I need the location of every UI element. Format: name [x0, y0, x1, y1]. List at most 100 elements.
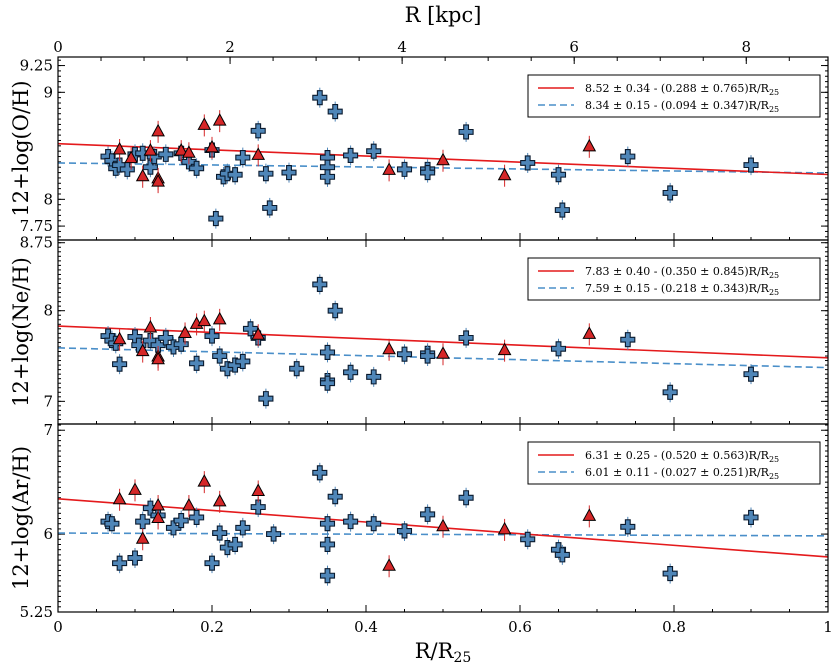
hii-region-point — [458, 330, 474, 346]
hii-region-point — [458, 490, 474, 506]
top-axis-tick-label: 4 — [397, 38, 407, 56]
hii-region-point — [258, 166, 274, 182]
hii-region-point — [554, 202, 570, 218]
hii-region-point — [662, 185, 678, 201]
hii-region-point — [396, 346, 413, 362]
planetary-nebula-point — [174, 143, 189, 156]
hii-region-point — [366, 143, 382, 159]
hii-region-point — [319, 344, 336, 360]
hii-region-point — [189, 509, 205, 526]
hii-region-point — [150, 337, 166, 353]
y-axis-title: 12+log(O/H) — [9, 80, 33, 216]
hii-region-point — [743, 509, 759, 526]
legend-label: 8.52 ± 0.34 - (0.288 ± 0.765)R/R25 — [585, 82, 779, 97]
hii-region-point — [520, 155, 536, 171]
hii-region-point — [208, 211, 224, 227]
hii-region-point — [743, 366, 759, 382]
hii-region-point — [135, 514, 151, 530]
hii-region-point — [219, 166, 235, 182]
legend-label: 7.59 ± 0.15 - (0.218 ± 0.343)R/R25 — [585, 282, 779, 297]
planetary-nebula-point — [135, 168, 150, 182]
y-tick-label: 9.25 — [20, 57, 53, 75]
planetary-nebula-point — [197, 474, 212, 487]
hii-region-point — [550, 167, 567, 183]
planetary-nebula-point — [212, 493, 227, 507]
legend: 8.52 ± 0.34 - (0.288 ± 0.765)R/R25 8.34 ±… — [527, 74, 821, 118]
plot-area — [58, 274, 828, 409]
hii-region-point — [289, 361, 305, 377]
hii-region-point — [662, 566, 678, 582]
y-axis-title: 12+log(Ne/H) — [9, 257, 33, 407]
hii-region-point — [520, 531, 536, 547]
planetary-nebula-point — [251, 327, 266, 340]
top-axis-tick-label: 2 — [225, 38, 235, 56]
hii-region-point — [250, 499, 266, 515]
y-axis-title: 12+log(Ar/H) — [9, 446, 33, 590]
hii-region-point — [366, 369, 382, 385]
planetary-nebula-point — [436, 518, 450, 532]
hii-region-point — [743, 157, 759, 173]
planetary-nebula-point — [382, 162, 396, 175]
planetary-nebula-point — [112, 491, 127, 505]
planetary-nebula-point — [436, 152, 450, 166]
top-axis-tick-label: 0 — [53, 38, 63, 56]
legend-label: 8.34 ± 0.15 - (0.094 ± 0.347)R/R25 — [585, 99, 779, 114]
top-axis-title: R [kpc] — [405, 3, 482, 27]
hii-region-point — [319, 516, 336, 532]
planetary-nebula-point — [582, 326, 597, 339]
y-tick-label: 9 — [43, 83, 53, 101]
hii-region-point — [420, 165, 436, 181]
hii-region-point — [312, 465, 328, 481]
planetary-nebula-point — [182, 497, 196, 511]
hii-region-point — [343, 364, 359, 380]
planetary-nebula-point — [197, 313, 212, 327]
planetary-nebula-point — [497, 167, 512, 181]
hii-region-point — [327, 303, 343, 319]
hii-region-point — [312, 90, 328, 106]
panel-2: 7 8 8.75 12+log(Ne/H) 7.83 ± 0.40 - (0.350 ±… — [9, 234, 829, 425]
planetary-nebula-point — [151, 497, 165, 511]
planetary-nebula-point — [178, 325, 192, 338]
planetary-nebula-point — [143, 143, 158, 156]
hii-region-point — [319, 169, 336, 185]
legend-box — [527, 441, 821, 485]
hii-region-point — [212, 348, 228, 364]
planetary-nebula-point — [436, 346, 450, 359]
hii-region-point — [396, 523, 413, 539]
planetary-nebula-point — [251, 147, 266, 160]
y-tick-label: 8.75 — [20, 234, 53, 252]
panel-3: 5.25 6 7 12+log(Ar/H) 6.31 ± 0.25 - (0.520 ±… — [9, 421, 829, 621]
hii-region-point — [135, 145, 151, 161]
legend-label: 7.83 ± 0.40 - (0.350 ± 0.845)R/R25 — [585, 265, 779, 280]
hii-region-point — [327, 489, 343, 505]
hii-region-point — [458, 124, 474, 140]
hii-region-point — [319, 536, 336, 553]
planetary-nebula-point — [135, 531, 150, 544]
hii-region-point — [112, 555, 128, 571]
planetary-nebula-point — [143, 319, 158, 333]
x-axis-title: R/R25 — [415, 639, 472, 666]
hii-region-point — [235, 353, 251, 370]
planetary-nebula-point — [582, 138, 597, 152]
planetary-nebula-point — [497, 342, 512, 356]
hii-region-point — [662, 384, 678, 400]
hii-region-point — [250, 123, 266, 139]
x-tick-label: 1 — [823, 618, 832, 636]
hii-region-point — [319, 375, 336, 391]
y-tick-label: 8 — [43, 190, 53, 208]
top-axis-tick-label: 8 — [741, 38, 751, 56]
hii-region-point — [554, 547, 570, 563]
planetary-nebula-point — [124, 150, 138, 164]
hii-region-point — [189, 355, 205, 371]
hii-region-point — [112, 356, 128, 372]
hii-region-point — [343, 514, 359, 530]
hii-region-point — [327, 104, 343, 120]
legend: 6.31 ± 0.25 - (0.520 ± 0.563)R/R25 6.01 ±… — [527, 441, 821, 485]
hii-region-point — [262, 200, 278, 216]
hii-region-point — [189, 160, 205, 176]
hii-region-point — [620, 148, 636, 165]
plot-area — [58, 462, 828, 586]
hii-region-point — [396, 161, 413, 177]
planetary-nebula-point — [135, 343, 150, 357]
